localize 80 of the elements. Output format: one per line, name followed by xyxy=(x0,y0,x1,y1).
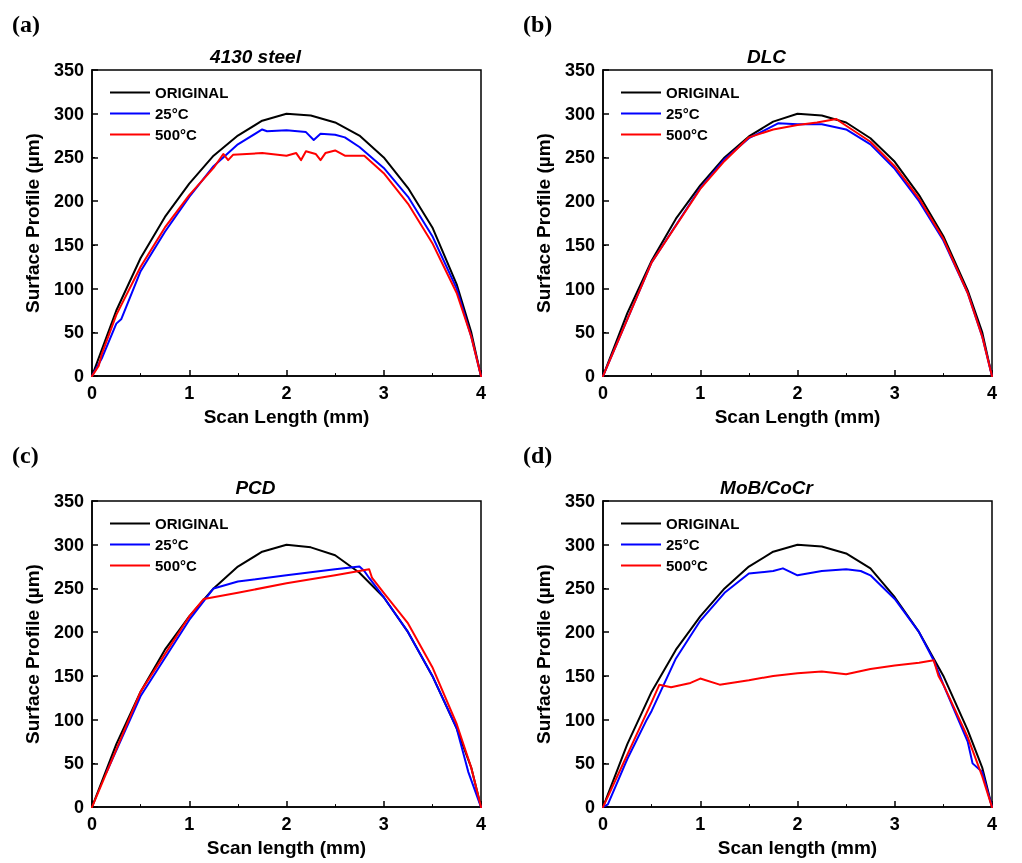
chart-title: 4130 steel xyxy=(209,46,302,67)
chart-title: MoB/CoCr xyxy=(720,477,815,498)
y-tick-label: 50 xyxy=(63,753,84,774)
legend-label: 25°C xyxy=(155,105,189,122)
y-tick-label: 200 xyxy=(564,622,595,643)
text: (d) xyxy=(523,442,553,468)
x-tick-label: 1 xyxy=(695,814,706,835)
y-tick-label: 0 xyxy=(73,797,84,818)
y-tick-label: 250 xyxy=(564,578,595,599)
y-tick-label: 300 xyxy=(53,103,84,124)
legend-label: 500°C xyxy=(155,557,198,574)
legend-label: ORIGINAL xyxy=(155,515,229,532)
legend-label: 500°C xyxy=(666,557,709,574)
x-tick-label: 1 xyxy=(695,383,706,404)
y-tick-label: 50 xyxy=(574,753,595,774)
x-tick-label: 4 xyxy=(475,814,487,835)
y-tick-label: 250 xyxy=(53,578,84,599)
x-tick-label: 4 xyxy=(986,814,998,835)
y-tick-label: 50 xyxy=(63,322,84,343)
x-tick-label: 2 xyxy=(281,383,292,404)
y-tick-label: 150 xyxy=(53,665,84,686)
y-tick-label: 250 xyxy=(564,147,595,168)
x-tick-label: 0 xyxy=(86,814,98,835)
y-tick-label: 100 xyxy=(53,709,84,730)
y-tick-label: 100 xyxy=(53,278,84,299)
y-tick-label: 200 xyxy=(564,191,595,212)
y-axis-title: Surface Profile (µm) xyxy=(22,133,43,313)
legend-label: ORIGINAL xyxy=(155,84,229,101)
x-tick-label: 0 xyxy=(597,814,609,835)
legend-label: 25°C xyxy=(666,536,700,553)
legend-label: 25°C xyxy=(155,536,189,553)
text: (a) xyxy=(12,11,40,37)
y-tick-label: 200 xyxy=(53,622,84,643)
text: (b) xyxy=(523,11,553,37)
legend-label: 500°C xyxy=(666,126,709,143)
y-axis-title: Surface Profile (µm) xyxy=(533,133,554,313)
x-tick-label: 0 xyxy=(597,383,609,404)
legend-label: ORIGINAL xyxy=(666,84,740,101)
x-axis-title: Scan Length (mm) xyxy=(714,406,881,427)
y-tick-label: 350 xyxy=(564,60,595,80)
x-tick-label: 1 xyxy=(184,383,195,404)
y-tick-label: 0 xyxy=(73,366,84,387)
y-tick-label: 150 xyxy=(53,234,84,255)
chart-title: PCD xyxy=(235,477,276,498)
x-axis-title: Scan Length (mm) xyxy=(203,406,370,427)
x-tick-label: 3 xyxy=(889,814,900,835)
y-tick-label: 300 xyxy=(53,534,84,555)
y-tick-label: 50 xyxy=(574,322,595,343)
text: (c) xyxy=(12,442,39,468)
y-tick-label: 100 xyxy=(564,709,595,730)
x-axis-title: Scan length (mm) xyxy=(717,837,878,858)
x-axis-title: Scan length (mm) xyxy=(206,837,367,858)
x-tick-label: 0 xyxy=(86,383,98,404)
legend-label: 25°C xyxy=(666,105,700,122)
x-tick-label: 3 xyxy=(378,383,389,404)
y-tick-label: 250 xyxy=(53,147,84,168)
chart-title: DLC xyxy=(746,46,787,67)
y-axis-title: Surface Profile (µm) xyxy=(533,564,554,744)
x-tick-label: 2 xyxy=(792,383,803,404)
y-axis-title: Surface Profile (µm) xyxy=(22,564,43,744)
legend-label: ORIGINAL xyxy=(666,515,740,532)
x-tick-label: 3 xyxy=(889,383,900,404)
y-tick-label: 200 xyxy=(53,191,84,212)
y-tick-label: 0 xyxy=(584,797,595,818)
y-tick-label: 150 xyxy=(564,665,595,686)
y-tick-label: 150 xyxy=(564,234,595,255)
y-tick-label: 350 xyxy=(564,491,595,511)
y-tick-label: 300 xyxy=(564,534,595,555)
x-tick-label: 3 xyxy=(378,814,389,835)
y-tick-label: 350 xyxy=(53,60,84,80)
y-tick-label: 300 xyxy=(564,103,595,124)
x-tick-label: 4 xyxy=(986,383,998,404)
legend-label: 500°C xyxy=(155,126,198,143)
x-tick-label: 2 xyxy=(792,814,803,835)
y-tick-label: 100 xyxy=(564,278,595,299)
y-tick-label: 350 xyxy=(53,491,84,511)
x-tick-label: 4 xyxy=(475,383,487,404)
y-tick-label: 0 xyxy=(584,366,595,387)
x-tick-label: 1 xyxy=(184,814,195,835)
x-tick-label: 2 xyxy=(281,814,292,835)
